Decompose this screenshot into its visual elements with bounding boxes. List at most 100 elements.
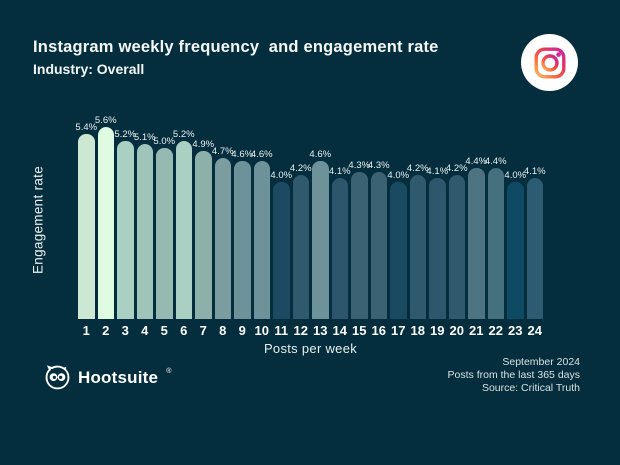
- footnote-range: Posts from the last 365 days: [447, 369, 580, 381]
- bar-column: 4.4%: [484, 156, 507, 319]
- bar: [351, 171, 368, 319]
- x-tick-label: 13: [313, 323, 328, 338]
- bar: [292, 174, 309, 319]
- bar: [312, 161, 329, 319]
- bar-column: 4.1%: [523, 166, 546, 319]
- bar-column: 4.2%: [290, 163, 312, 319]
- x-tick-label: 3: [121, 323, 129, 338]
- x-tick-label: 20: [449, 323, 464, 338]
- x-tick-label: 22: [488, 323, 503, 338]
- footnote-date: September 2024: [502, 356, 580, 368]
- bar-value-label: 4.6%: [309, 149, 332, 161]
- bar-column: 5.6%: [95, 115, 117, 319]
- x-tick-label: 5: [160, 323, 168, 338]
- hootsuite-wordmark: Hootsuite: [78, 367, 159, 387]
- bar: [429, 178, 446, 319]
- bar-column: 4.0%: [270, 169, 293, 319]
- bar-column: 4.3%: [348, 159, 371, 319]
- footnote-source: Source: Critical Truth: [481, 382, 580, 394]
- bar: [409, 174, 426, 319]
- bar: [195, 150, 212, 319]
- x-tick-label: 23: [508, 323, 523, 338]
- bar-value-label: 4.1%: [426, 166, 449, 178]
- bar: [526, 178, 543, 319]
- bar-value-label: 5.2%: [172, 128, 195, 140]
- footnote: September 2024 Posts from the last 365 d…: [448, 356, 580, 395]
- bar-column: 5.0%: [153, 136, 175, 319]
- bar-value-label: 4.4%: [465, 156, 488, 168]
- bar-column: 4.2%: [406, 162, 429, 319]
- bar: [448, 174, 465, 319]
- bar: [468, 168, 485, 319]
- x-axis-ticks: 1 2 3 4 5 6 7 8 9 10 11 12 13 14 15 16 17 18 19 20 21 22 23 24: [78, 323, 543, 338]
- bar-column: 4.0%: [387, 170, 409, 319]
- bar: [156, 147, 173, 319]
- bar-column: 4.1%: [426, 166, 449, 319]
- bar: [214, 157, 231, 319]
- bar-value-label: 4.0%: [270, 169, 293, 181]
- x-tick-label: 16: [371, 323, 386, 338]
- bar: [117, 140, 134, 319]
- bar-value-label: 5.4%: [75, 121, 98, 133]
- x-tick-label: 11: [274, 323, 289, 338]
- bar: [97, 126, 114, 319]
- x-tick-label: 2: [102, 323, 110, 338]
- bar-column: 5.2%: [172, 128, 195, 319]
- bar-value-label: 4.7%: [211, 145, 234, 157]
- bar-value-label: 4.2%: [406, 162, 429, 174]
- x-tick-label: 24: [527, 323, 542, 338]
- bar: [331, 178, 348, 319]
- bar-column: 4.9%: [192, 139, 214, 319]
- registered-mark: ®: [166, 368, 172, 375]
- bar-column: 4.1%: [328, 166, 351, 319]
- x-tick-label: 7: [199, 323, 207, 338]
- x-tick-label: 12: [293, 323, 308, 338]
- bar-value-label: 4.6%: [231, 149, 254, 161]
- x-tick-label: 10: [254, 323, 269, 338]
- bar-value-label: 4.6%: [250, 149, 273, 161]
- bar: [175, 140, 192, 319]
- bar-column: 4.6%: [231, 149, 254, 319]
- bar-column: 4.4%: [465, 156, 488, 319]
- bar-value-label: 4.3%: [367, 159, 390, 171]
- bar: [78, 133, 95, 319]
- bar-value-label: 5.2%: [114, 128, 137, 140]
- hootsuite-owl-icon: [44, 364, 71, 391]
- bar: [390, 181, 407, 319]
- bar-value-label: 4.3%: [348, 159, 371, 171]
- bar-column: 5.1%: [133, 132, 156, 319]
- bar: [234, 161, 251, 319]
- bar-value-label: 4.1%: [328, 166, 351, 178]
- bar: [507, 181, 524, 319]
- x-tick-label: 14: [332, 323, 347, 338]
- hootsuite-logo: Hootsuite ®: [44, 364, 171, 391]
- bar-column: 4.7%: [211, 145, 234, 319]
- x-tick-label: 21: [469, 323, 484, 338]
- bar-value-label: 4.4%: [484, 156, 507, 168]
- chart-subtitle: Industry: Overall: [33, 61, 145, 77]
- bar-column: 4.2%: [445, 162, 468, 319]
- bar-column: 4.3%: [367, 159, 390, 319]
- x-tick-label: 19: [430, 323, 445, 338]
- bar-column: 4.6%: [309, 149, 332, 319]
- bar-column: 5.4%: [75, 121, 98, 319]
- bar-value-label: 4.2%: [445, 162, 468, 174]
- x-axis-label: Posts per week: [263, 341, 358, 356]
- bar-value-label: 5.1%: [133, 132, 156, 144]
- x-tick-label: 1: [82, 323, 90, 338]
- chart-header: Instagram weekly frequency and engagemen…: [33, 38, 439, 77]
- bar: [487, 168, 504, 319]
- x-tick-label: 18: [410, 323, 425, 338]
- bar-chart: 5.4% 5.6% 5.2% 5.1% 5.0% 5.2% 4.9% 4.7% 4.6% 4.6%…: [75, 107, 546, 319]
- x-tick-label: 15: [352, 323, 367, 338]
- bar: [273, 181, 290, 319]
- bar: [136, 144, 153, 319]
- bar: [253, 161, 270, 319]
- instagram-logo-badge: [521, 34, 578, 91]
- bar-column: 4.0%: [504, 169, 527, 319]
- bar-value-label: 4.1%: [523, 166, 546, 178]
- bar-value-label: 4.0%: [504, 169, 527, 181]
- bar: [370, 171, 387, 319]
- x-tick-label: 8: [219, 323, 227, 338]
- instagram-icon: [532, 45, 568, 81]
